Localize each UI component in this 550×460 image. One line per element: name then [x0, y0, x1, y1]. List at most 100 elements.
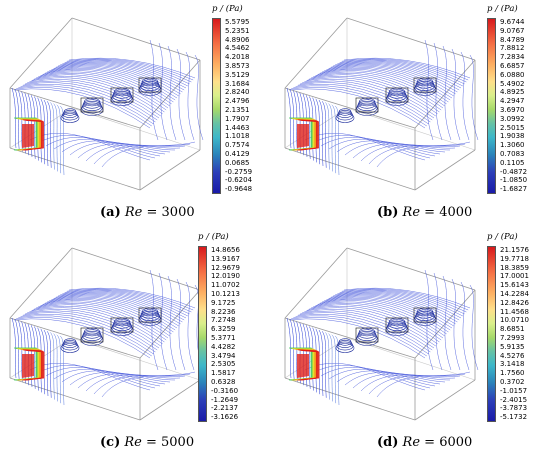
contour-line — [57, 291, 187, 319]
obstacle-ring — [61, 111, 79, 121]
colorbar-tick-label: -1.0157 — [500, 386, 528, 395]
obstacle-ring — [356, 332, 378, 344]
contour-line — [64, 59, 192, 83]
contour-line — [289, 319, 295, 380]
obstacle-ring — [62, 340, 78, 349]
caption-value-b: = 4000 — [424, 205, 473, 220]
peak-pressure-zone — [22, 124, 34, 148]
contour-line — [93, 373, 191, 395]
contour-line — [60, 291, 188, 317]
contour-line — [77, 373, 181, 389]
colorbar-tick-label: 5.9135 — [500, 342, 525, 351]
contour-line — [51, 64, 181, 95]
contour-line — [306, 306, 440, 343]
contour-line — [289, 89, 295, 150]
contour-line — [158, 272, 168, 371]
contour-line — [299, 80, 435, 119]
obstacle-block — [355, 97, 379, 113]
obstacle-ring — [82, 101, 102, 112]
colorbar-tick-label: 0.6328 — [211, 377, 236, 386]
obstacle-ring — [81, 332, 103, 344]
caption-label-d: (d) — [377, 435, 399, 450]
contour-line — [42, 69, 174, 103]
colorbar-tick-label: 10.0710 — [500, 316, 529, 325]
contour-line — [31, 306, 165, 343]
contour-line — [46, 66, 178, 99]
high-pressure-contour — [302, 350, 320, 381]
colorbar-tick-label: 7.2748 — [211, 316, 236, 325]
contour-line — [167, 275, 177, 371]
colorbar-tick-label: 10.1213 — [211, 289, 240, 298]
contour-line — [35, 73, 169, 109]
obstacle-ring — [139, 82, 161, 94]
contour-line — [167, 45, 177, 141]
colorbar-tick-label: -0.9648 — [225, 185, 253, 194]
contour-line — [149, 39, 159, 141]
inlet-high-pressure — [13, 117, 44, 151]
caption-value-c: = 5000 — [145, 435, 195, 450]
contour-line — [101, 371, 196, 398]
colorbar-tick-label: 4.2018 — [225, 53, 250, 62]
obstacle-ring — [337, 110, 353, 119]
obstacle-ring — [337, 340, 353, 349]
contour-line — [18, 85, 154, 125]
panel-c: p / (Pa) 14.8656 13.9167 12.9679 12.0190 11.… — [0, 230, 275, 460]
pressure-contour-plot-b — [284, 17, 479, 191]
contour-line — [85, 144, 186, 162]
obstacle-ring — [62, 110, 78, 119]
contour-line — [66, 288, 194, 311]
obstacle-ring — [415, 81, 435, 92]
colorbar-tick-label: 9.0767 — [500, 26, 525, 35]
box-edge — [9, 247, 73, 319]
contour-line — [61, 370, 171, 383]
contour-line — [64, 289, 192, 313]
obstacle-ring — [416, 309, 434, 319]
panel-b: p / (Pa) 9.6744 9.0767 8.4789 7.8812 7.2834 6… — [275, 0, 550, 230]
colorbar-tick-label: 4.5276 — [500, 351, 525, 360]
box-edge — [284, 377, 416, 421]
obstacle-ring — [388, 319, 406, 329]
colorbar-tick-label: 0.3702 — [500, 377, 525, 386]
contour-line — [317, 69, 449, 103]
contour-line — [42, 299, 174, 333]
colorbar-tick-label: -2.4015 — [500, 395, 528, 404]
obstacle-ring — [111, 322, 133, 334]
colorbar-tick-label: 3.8573 — [225, 61, 250, 70]
contour-line — [335, 61, 463, 87]
contour-line — [176, 278, 186, 371]
contour-line — [291, 87, 427, 127]
contour-line — [302, 309, 436, 347]
contour-line — [368, 143, 466, 165]
contour-line — [317, 299, 449, 333]
box-edge — [139, 379, 201, 421]
colorbar-tick-label: 12.0190 — [211, 272, 240, 281]
contour-line — [68, 57, 196, 79]
obstacle-ring — [336, 341, 354, 351]
colorbar-tick-label: 2.5305 — [211, 360, 236, 369]
obstacle-ring — [113, 319, 131, 329]
obstacle-ring — [357, 331, 377, 342]
colorbar-tick-label: 3.0992 — [500, 114, 525, 123]
box-edge — [9, 17, 73, 89]
inlet-high-pressure — [13, 347, 45, 381]
colorbar-tick-label: 21.1576 — [500, 245, 529, 254]
obstacle-ring — [357, 101, 377, 112]
contour-line — [62, 290, 190, 315]
colorbar-tick-label: 6.6857 — [500, 61, 525, 70]
contour-line — [22, 82, 158, 121]
contour-line — [185, 281, 195, 371]
obstacle-ring — [387, 91, 407, 102]
obstacles — [60, 77, 162, 123]
obstacle-ring — [336, 111, 354, 121]
contour-line — [43, 329, 49, 397]
colorbar-tick-label: 5.4902 — [500, 79, 525, 88]
colorbar-tick-label: -0.2759 — [225, 167, 253, 176]
contour-line — [53, 103, 58, 172]
contour-line — [55, 62, 185, 91]
obstacle-ring — [141, 309, 159, 319]
obstacle-ring — [386, 92, 408, 104]
colorbar-tick-label: 7.2834 — [500, 53, 525, 62]
contour-line — [328, 63, 458, 93]
contour-line — [59, 335, 65, 406]
contour-line — [324, 295, 454, 327]
